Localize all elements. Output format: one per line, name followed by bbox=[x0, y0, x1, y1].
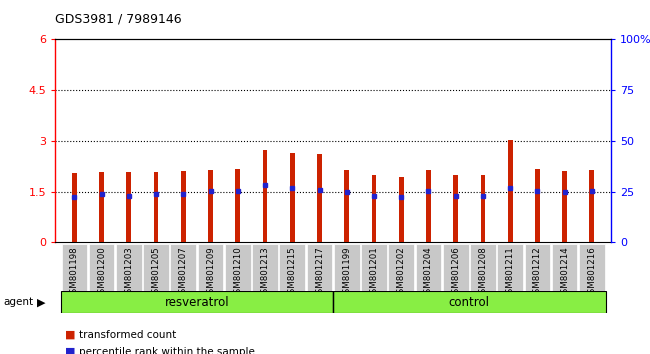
FancyBboxPatch shape bbox=[579, 244, 604, 292]
Text: GSM801211: GSM801211 bbox=[506, 247, 515, 299]
FancyBboxPatch shape bbox=[198, 244, 224, 292]
FancyBboxPatch shape bbox=[307, 244, 332, 292]
FancyBboxPatch shape bbox=[552, 244, 577, 292]
Text: GSM801202: GSM801202 bbox=[396, 247, 406, 299]
FancyBboxPatch shape bbox=[361, 244, 387, 292]
Text: control: control bbox=[449, 296, 490, 309]
Bar bbox=[344, 170, 349, 242]
Bar bbox=[562, 171, 567, 242]
FancyBboxPatch shape bbox=[389, 244, 414, 292]
Text: GSM801216: GSM801216 bbox=[588, 247, 597, 299]
Text: GSM801206: GSM801206 bbox=[451, 247, 460, 299]
Text: GSM801201: GSM801201 bbox=[369, 247, 378, 299]
Bar bbox=[508, 140, 513, 242]
Bar bbox=[208, 170, 213, 242]
FancyBboxPatch shape bbox=[60, 291, 333, 313]
Text: percentile rank within the sample: percentile rank within the sample bbox=[79, 347, 255, 354]
Bar bbox=[399, 177, 404, 242]
FancyBboxPatch shape bbox=[116, 244, 142, 292]
Text: ▶: ▶ bbox=[37, 297, 46, 307]
Text: ■: ■ bbox=[65, 347, 75, 354]
Text: GSM801210: GSM801210 bbox=[233, 247, 242, 299]
Text: transformed count: transformed count bbox=[79, 330, 177, 339]
Text: agent: agent bbox=[3, 297, 33, 307]
Bar bbox=[590, 170, 594, 242]
Bar bbox=[480, 175, 486, 242]
Bar bbox=[126, 172, 131, 242]
Bar bbox=[235, 169, 240, 242]
Bar bbox=[453, 175, 458, 242]
Bar bbox=[99, 172, 104, 242]
Text: GSM801205: GSM801205 bbox=[151, 247, 161, 299]
Bar bbox=[372, 175, 376, 242]
FancyBboxPatch shape bbox=[225, 244, 251, 292]
FancyBboxPatch shape bbox=[252, 244, 278, 292]
Text: GSM801215: GSM801215 bbox=[288, 247, 297, 299]
FancyBboxPatch shape bbox=[143, 244, 169, 292]
Text: GSM801212: GSM801212 bbox=[533, 247, 542, 299]
Bar bbox=[426, 170, 431, 242]
FancyBboxPatch shape bbox=[170, 244, 196, 292]
Text: GSM801204: GSM801204 bbox=[424, 247, 433, 299]
Bar bbox=[317, 154, 322, 242]
Text: GSM801207: GSM801207 bbox=[179, 247, 188, 299]
Bar bbox=[153, 172, 159, 242]
Text: GSM801198: GSM801198 bbox=[70, 247, 79, 299]
Text: GSM801203: GSM801203 bbox=[124, 247, 133, 299]
Bar bbox=[72, 173, 77, 242]
Text: GSM801217: GSM801217 bbox=[315, 247, 324, 299]
FancyBboxPatch shape bbox=[525, 244, 551, 292]
Text: ■: ■ bbox=[65, 330, 75, 339]
Text: GSM801214: GSM801214 bbox=[560, 247, 569, 299]
FancyBboxPatch shape bbox=[443, 244, 469, 292]
Text: GDS3981 / 7989146: GDS3981 / 7989146 bbox=[55, 12, 182, 25]
Text: resveratrol: resveratrol bbox=[164, 296, 229, 309]
Text: GSM801209: GSM801209 bbox=[206, 247, 215, 299]
Bar bbox=[535, 169, 540, 242]
Bar bbox=[181, 171, 186, 242]
FancyBboxPatch shape bbox=[497, 244, 523, 292]
Text: GSM801208: GSM801208 bbox=[478, 247, 488, 299]
FancyBboxPatch shape bbox=[470, 244, 496, 292]
FancyBboxPatch shape bbox=[62, 244, 87, 292]
Text: GSM801200: GSM801200 bbox=[97, 247, 106, 299]
FancyBboxPatch shape bbox=[89, 244, 114, 292]
FancyBboxPatch shape bbox=[333, 291, 606, 313]
Bar bbox=[290, 153, 294, 242]
FancyBboxPatch shape bbox=[334, 244, 359, 292]
Text: GSM801213: GSM801213 bbox=[261, 247, 270, 299]
Bar bbox=[263, 150, 267, 242]
FancyBboxPatch shape bbox=[415, 244, 441, 292]
FancyBboxPatch shape bbox=[280, 244, 305, 292]
Text: GSM801199: GSM801199 bbox=[343, 247, 351, 299]
